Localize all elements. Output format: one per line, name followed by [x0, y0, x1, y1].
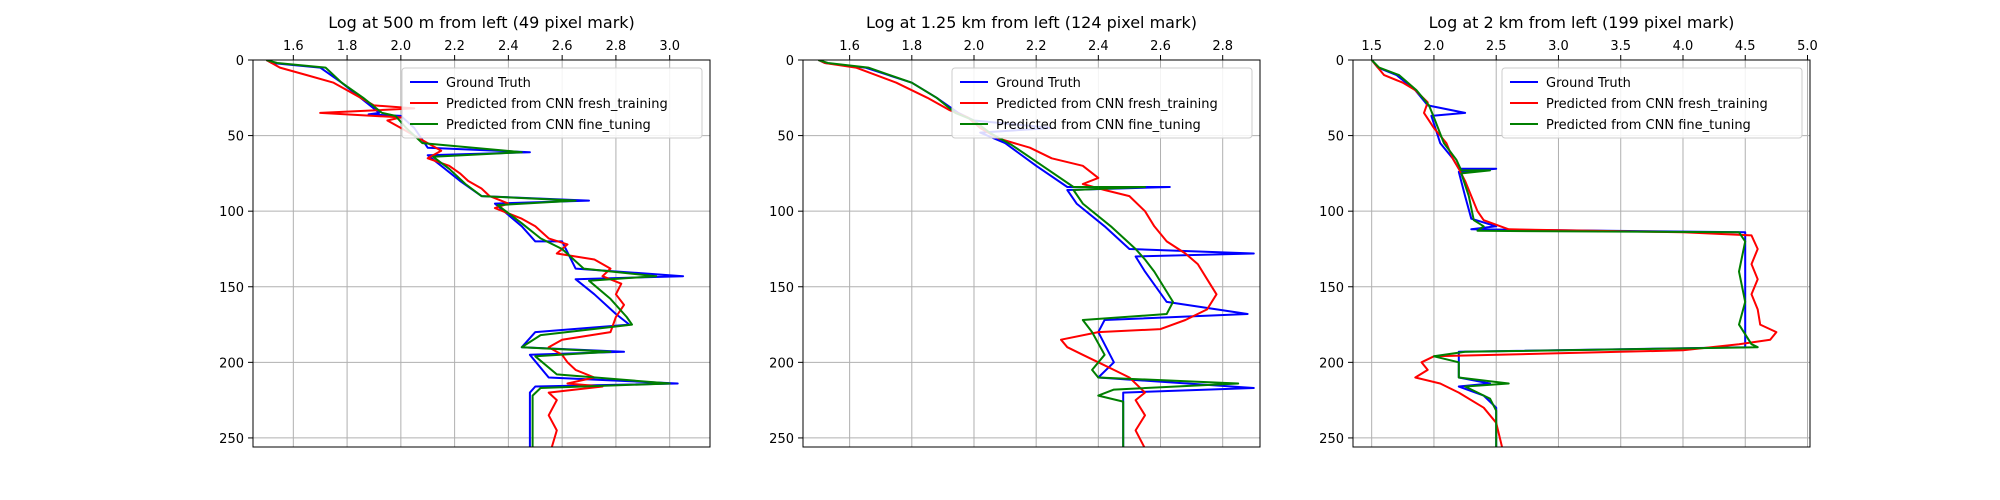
x-tick-label: 4.5 [1735, 39, 1756, 54]
series-line-2 [265, 60, 625, 447]
x-tick-label: 2.0 [1424, 39, 1445, 54]
y-tick-label: 100 [769, 205, 794, 220]
y-tick-label: 100 [1319, 205, 1344, 220]
x-tick-label: 2.0 [391, 39, 412, 54]
y-tick-label: 200 [769, 356, 794, 371]
series-line-2 [1370, 60, 1778, 447]
y-tick-label: 0 [1336, 54, 1344, 69]
x-tick-label: 2.4 [1088, 39, 1109, 54]
legend-entry: Predicted from CNN fresh_training [1546, 97, 1768, 112]
x-tick-label: 1.5 [1361, 39, 1382, 54]
y-tick-label: 50 [227, 130, 244, 145]
legend-entry: Ground Truth [1546, 76, 1631, 91]
x-tick-label: 2.5 [1486, 39, 1507, 54]
y-tick-label: 250 [1319, 432, 1344, 447]
chart-title: Log at 500 m from left (49 pixel mark) [328, 13, 635, 32]
y-tick-label: 50 [1327, 130, 1344, 145]
x-tick-label: 1.8 [901, 39, 922, 54]
chart-title: Log at 1.25 km from left (124 pixel mark… [866, 13, 1197, 32]
chart-panel-1: 1.6 1.8 2.0 2.2 2.4 2.6 2.8 3.0 0 50 100 150 200 250 L… [219, 13, 711, 448]
x-tick-label: 2.0 [964, 39, 985, 54]
series-line-1 [1370, 60, 1747, 447]
x-tick-label: 3.0 [659, 39, 680, 54]
y-tick-label: 200 [1319, 356, 1344, 371]
x-tick-label: 1.6 [283, 39, 304, 54]
x-tick-label: 1.6 [839, 39, 860, 54]
y-tick-label: 200 [219, 356, 244, 371]
x-tick-label: 3.0 [1548, 39, 1569, 54]
series-line-1 [818, 60, 1255, 447]
x-tick-label: 2.8 [1212, 39, 1233, 54]
series-line-3 [266, 60, 671, 447]
y-tick-label: 50 [777, 130, 794, 145]
legend-box [401, 67, 703, 139]
x-tick-label: 2.6 [1150, 39, 1171, 54]
axes-frame [802, 59, 1261, 448]
axes-frame [252, 59, 711, 448]
x-tick-label: 5.0 [1797, 39, 1818, 54]
y-tick-label: 250 [769, 432, 794, 447]
x-tick-label: 1.8 [337, 39, 358, 54]
legend-box [1501, 67, 1803, 139]
chart-panel-2: 1.6 1.8 2.0 2.2 2.4 2.6 2.8 0 50 100 150 200 250 Log … [769, 13, 1261, 448]
x-tick-label: 4.0 [1673, 39, 1694, 54]
y-tick-label: 150 [1319, 281, 1344, 296]
legend-entry: Predicted from CNN fresh_training [446, 97, 668, 112]
y-tick-label: 150 [769, 281, 794, 296]
y-tick-label: 150 [219, 281, 244, 296]
x-tick-label: 2.4 [498, 39, 519, 54]
legend-entry: Ground Truth [996, 76, 1081, 91]
series-line-3 [1370, 60, 1759, 447]
x-tick-label: 3.5 [1610, 39, 1631, 54]
legend-box [951, 67, 1253, 139]
legend-entry: Predicted from CNN fine_tuning [446, 118, 651, 133]
x-tick-label: 2.2 [444, 39, 465, 54]
chart-title: Log at 2 km from left (199 pixel mark) [1429, 13, 1735, 32]
legend-entry: Predicted from CNN fine_tuning [1546, 118, 1751, 133]
y-tick-label: 100 [219, 205, 244, 220]
x-tick-label: 2.8 [606, 39, 627, 54]
chart-panel-3: 1.5 2.0 2.5 3.0 3.5 4.0 4.5 5.0 0 50 100 150 200 250 L… [1319, 13, 1818, 448]
legend-entry: Predicted from CNN fresh_training [996, 97, 1218, 112]
y-tick-label: 0 [236, 54, 244, 69]
x-tick-label: 2.6 [552, 39, 573, 54]
legend-entry: Predicted from CNN fine_tuning [996, 118, 1201, 133]
legend-entry: Ground Truth [446, 76, 531, 91]
y-tick-label: 250 [219, 432, 244, 447]
axes-frame [1352, 59, 1811, 448]
x-tick-label: 2.2 [1026, 39, 1047, 54]
y-tick-label: 0 [786, 54, 794, 69]
